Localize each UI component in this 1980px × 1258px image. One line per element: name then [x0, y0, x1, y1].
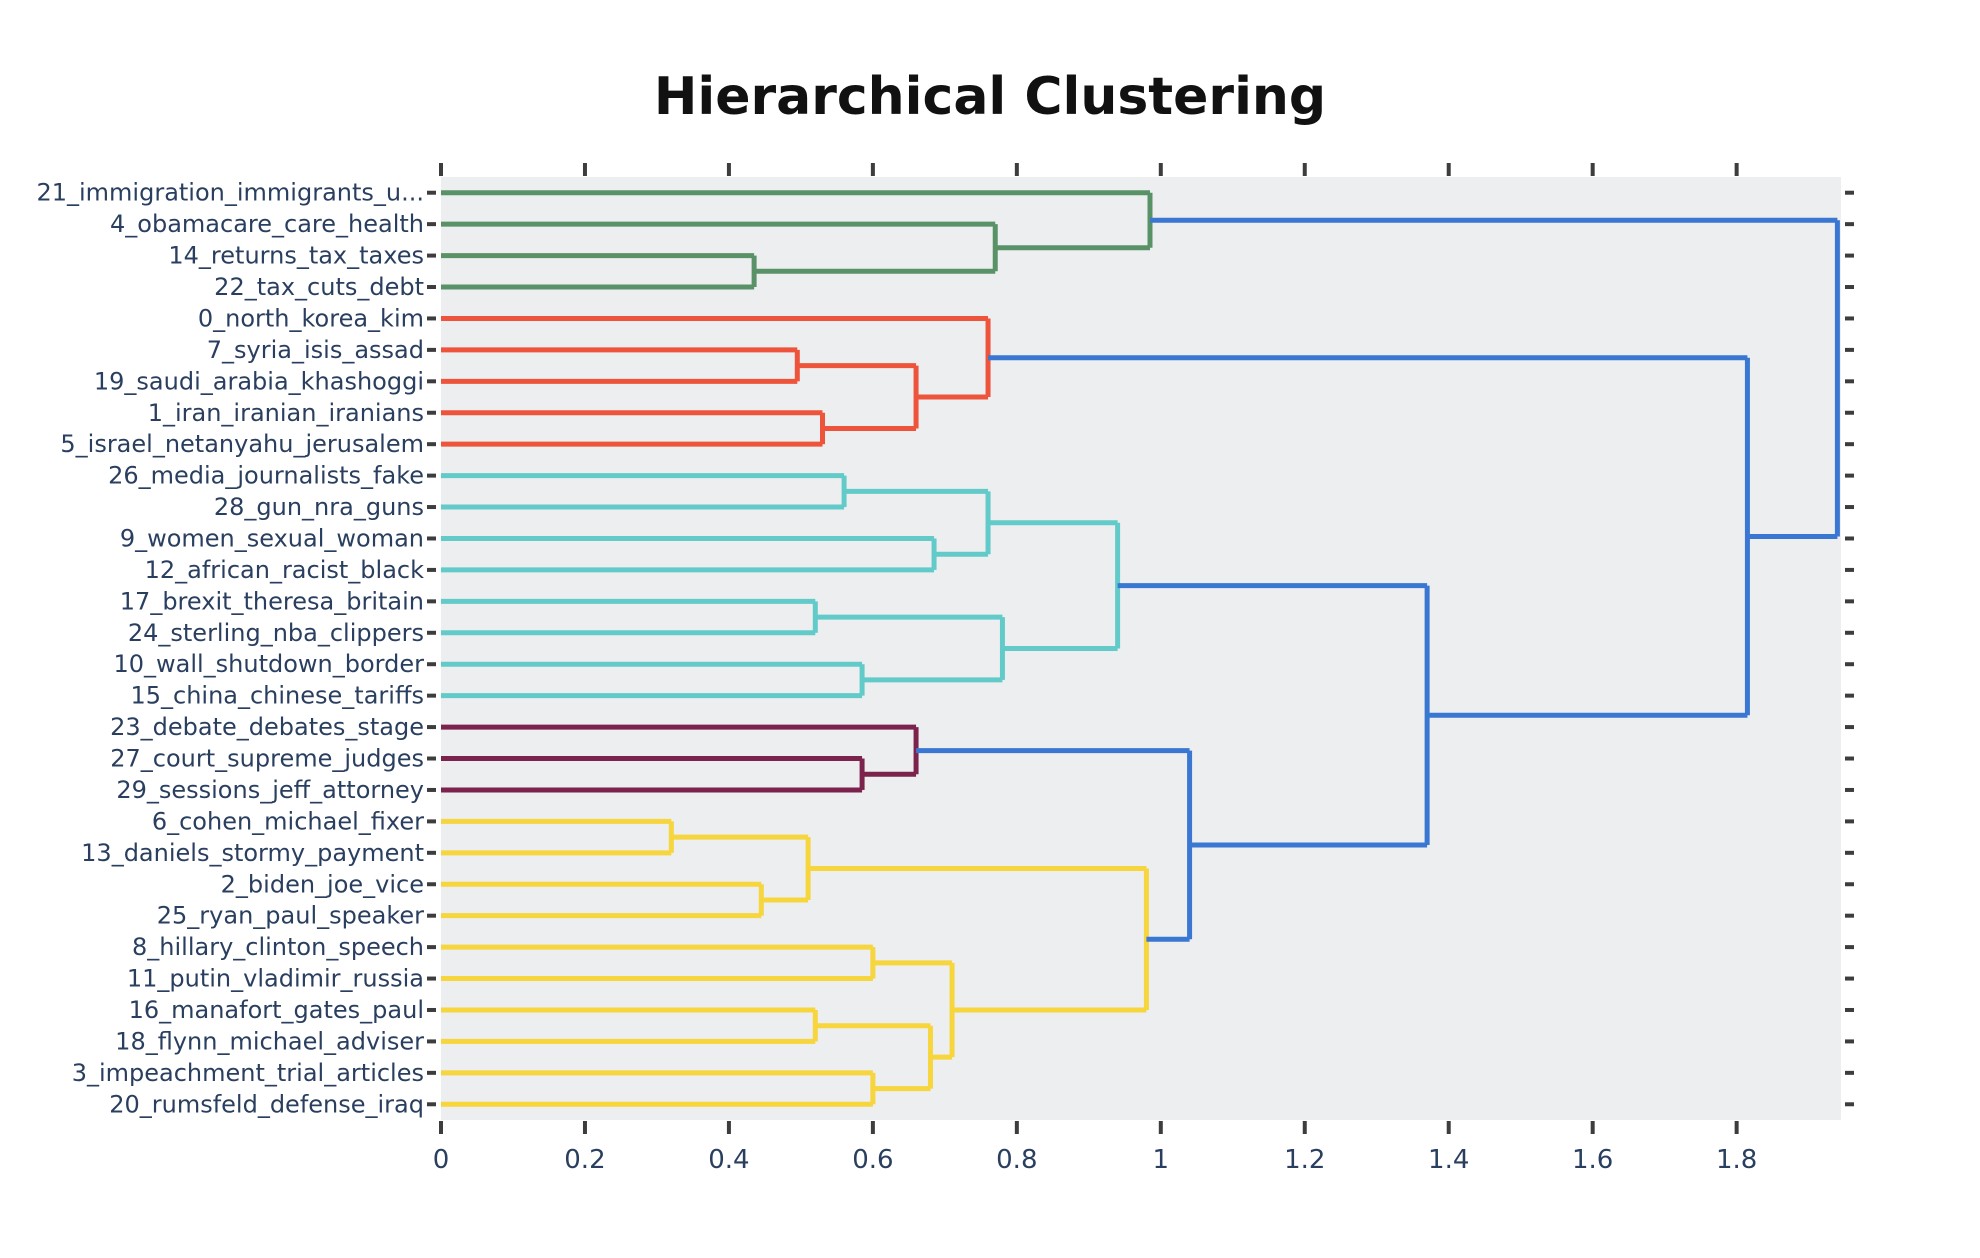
leaf-label: 19_saudi_arabia_khashoggi — [94, 367, 424, 395]
plot-background — [441, 177, 1841, 1120]
leaf-label: 12_african_racist_black — [145, 556, 425, 584]
x-tick-label: 0 — [433, 1145, 450, 1175]
leaf-label: 27_court_supreme_judges — [110, 745, 424, 773]
leaf-label: 9_women_sexual_woman — [120, 524, 424, 552]
x-tick-label: 1.4 — [1428, 1145, 1469, 1175]
leaf-label: 22_tax_cuts_debt — [214, 273, 424, 301]
leaf-label: 28_gun_nra_guns — [214, 493, 424, 521]
x-tick-label: 0.8 — [996, 1145, 1037, 1175]
leaf-label: 20_rumsfeld_defense_iraq — [109, 1090, 424, 1118]
leaf-label: 23_debate_debates_stage — [110, 713, 424, 741]
dendrogram-links — [441, 190, 1840, 1107]
leaf-label: 11_putin_vladimir_russia — [127, 965, 424, 993]
leaf-label: 4_obamacare_care_health — [110, 210, 424, 238]
leaf-label: 0_north_korea_kim — [198, 304, 424, 332]
leaf-label: 18_flynn_michael_adviser — [115, 1027, 424, 1055]
leaf-label: 16_manafort_gates_paul — [129, 996, 424, 1024]
leaf-label: 1_iran_iranian_iranians — [148, 399, 424, 427]
x-tick-label: 0.2 — [564, 1145, 605, 1175]
leaf-label: 7_syria_isis_assad — [207, 336, 424, 364]
leaf-label: 14_returns_tax_taxes — [168, 242, 424, 270]
x-tick-label: 0.6 — [852, 1145, 893, 1175]
leaf-label: 29_sessions_jeff_attorney — [116, 776, 424, 804]
axis-ticks — [427, 163, 1854, 1134]
leaf-label: 25_ryan_paul_speaker — [157, 902, 424, 930]
leaf-label: 3_impeachment_trial_articles — [72, 1059, 424, 1087]
chart-title: Hierarchical Clustering — [654, 67, 1326, 127]
leaf-label: 26_media_journalists_fake — [108, 462, 424, 490]
leaf-label: 21_immigration_immigrants_u... — [36, 179, 424, 207]
leaf-label: 17_brexit_theresa_britain — [120, 587, 424, 615]
leaf-label: 2_biden_joe_vice — [221, 870, 424, 898]
x-tick-label: 0.4 — [708, 1145, 749, 1175]
x-tick-label: 1.2 — [1284, 1145, 1325, 1175]
x-tick-label: 1.8 — [1716, 1145, 1757, 1175]
leaf-label: 8_hillary_clinton_speech — [132, 933, 424, 961]
x-axis-labels: 0 0.2 0.4 0.6 0.8 1 1.2 1.4 1.6 1.8 — [433, 1145, 1758, 1175]
x-tick-label: 1 — [1153, 1145, 1170, 1175]
leaf-label: 24_sterling_nba_clippers — [128, 619, 424, 647]
leaf-label: 5_israel_netanyahu_jerusalem — [60, 430, 424, 458]
x-tick-label: 1.6 — [1572, 1145, 1613, 1175]
leaf-label: 6_cohen_michael_fixer — [152, 807, 424, 835]
leaf-label: 10_wall_shutdown_border — [113, 650, 424, 678]
leaf-label: 15_china_chinese_tariffs — [130, 682, 424, 710]
leaf-labels: 21_immigration_immigrants_u... 4_obamacar… — [36, 179, 424, 1119]
leaf-label: 13_daniels_stormy_payment — [81, 839, 424, 867]
